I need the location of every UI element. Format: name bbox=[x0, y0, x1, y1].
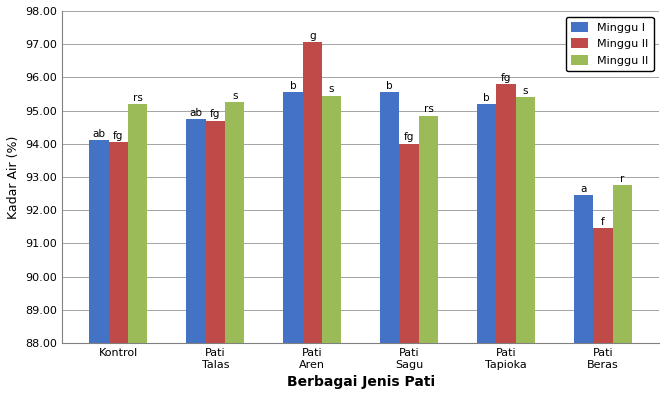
Bar bbox=[400, 144, 419, 396]
Text: s: s bbox=[329, 84, 334, 94]
Bar bbox=[515, 97, 535, 396]
Y-axis label: Kadar Air (%): Kadar Air (%) bbox=[7, 135, 20, 219]
Bar bbox=[419, 116, 438, 396]
Text: r: r bbox=[620, 174, 625, 184]
Text: fg: fg bbox=[210, 109, 220, 119]
Bar bbox=[322, 95, 341, 396]
Text: a: a bbox=[580, 184, 587, 194]
Text: s: s bbox=[523, 86, 528, 96]
Text: b: b bbox=[386, 81, 393, 91]
Bar bbox=[380, 92, 400, 396]
X-axis label: Berbagai Jenis Pati: Berbagai Jenis Pati bbox=[286, 375, 435, 389]
Text: rs: rs bbox=[424, 104, 434, 114]
Text: g: g bbox=[309, 31, 316, 41]
Bar bbox=[477, 104, 496, 396]
Legend: Minggu I, Minggu II, Minggu II: Minggu I, Minggu II, Minggu II bbox=[565, 17, 653, 71]
Text: fg: fg bbox=[404, 132, 414, 143]
Bar bbox=[496, 84, 515, 396]
Text: f: f bbox=[601, 217, 605, 227]
Bar bbox=[302, 42, 322, 396]
Bar bbox=[89, 141, 109, 396]
Text: ab: ab bbox=[189, 108, 202, 118]
Bar bbox=[593, 228, 613, 396]
Text: s: s bbox=[232, 91, 238, 101]
Bar bbox=[225, 102, 244, 396]
Bar bbox=[186, 119, 206, 396]
Bar bbox=[283, 92, 302, 396]
Text: rs: rs bbox=[133, 93, 143, 103]
Bar bbox=[574, 195, 593, 396]
Text: fg: fg bbox=[501, 73, 511, 83]
Bar bbox=[613, 185, 632, 396]
Bar bbox=[206, 120, 225, 396]
Text: b: b bbox=[484, 93, 490, 103]
Text: b: b bbox=[290, 81, 296, 91]
Text: fg: fg bbox=[113, 131, 124, 141]
Text: ab: ab bbox=[93, 129, 105, 139]
Bar bbox=[128, 104, 147, 396]
Bar bbox=[109, 142, 128, 396]
